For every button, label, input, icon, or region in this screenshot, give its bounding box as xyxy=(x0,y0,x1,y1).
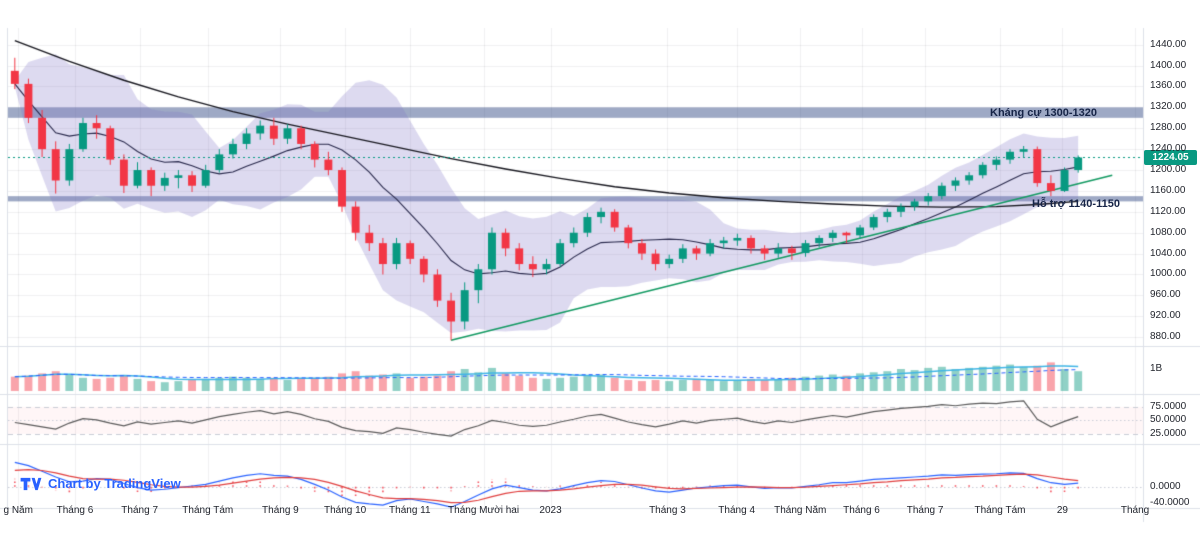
time-axis[interactable] xyxy=(0,502,1200,526)
attribution-text: Chart by TradingView xyxy=(48,476,181,491)
tradingview-logo-icon xyxy=(20,477,42,491)
price-axis[interactable] xyxy=(1144,28,1200,522)
attribution-link[interactable]: Chart by TradingView xyxy=(20,476,181,491)
